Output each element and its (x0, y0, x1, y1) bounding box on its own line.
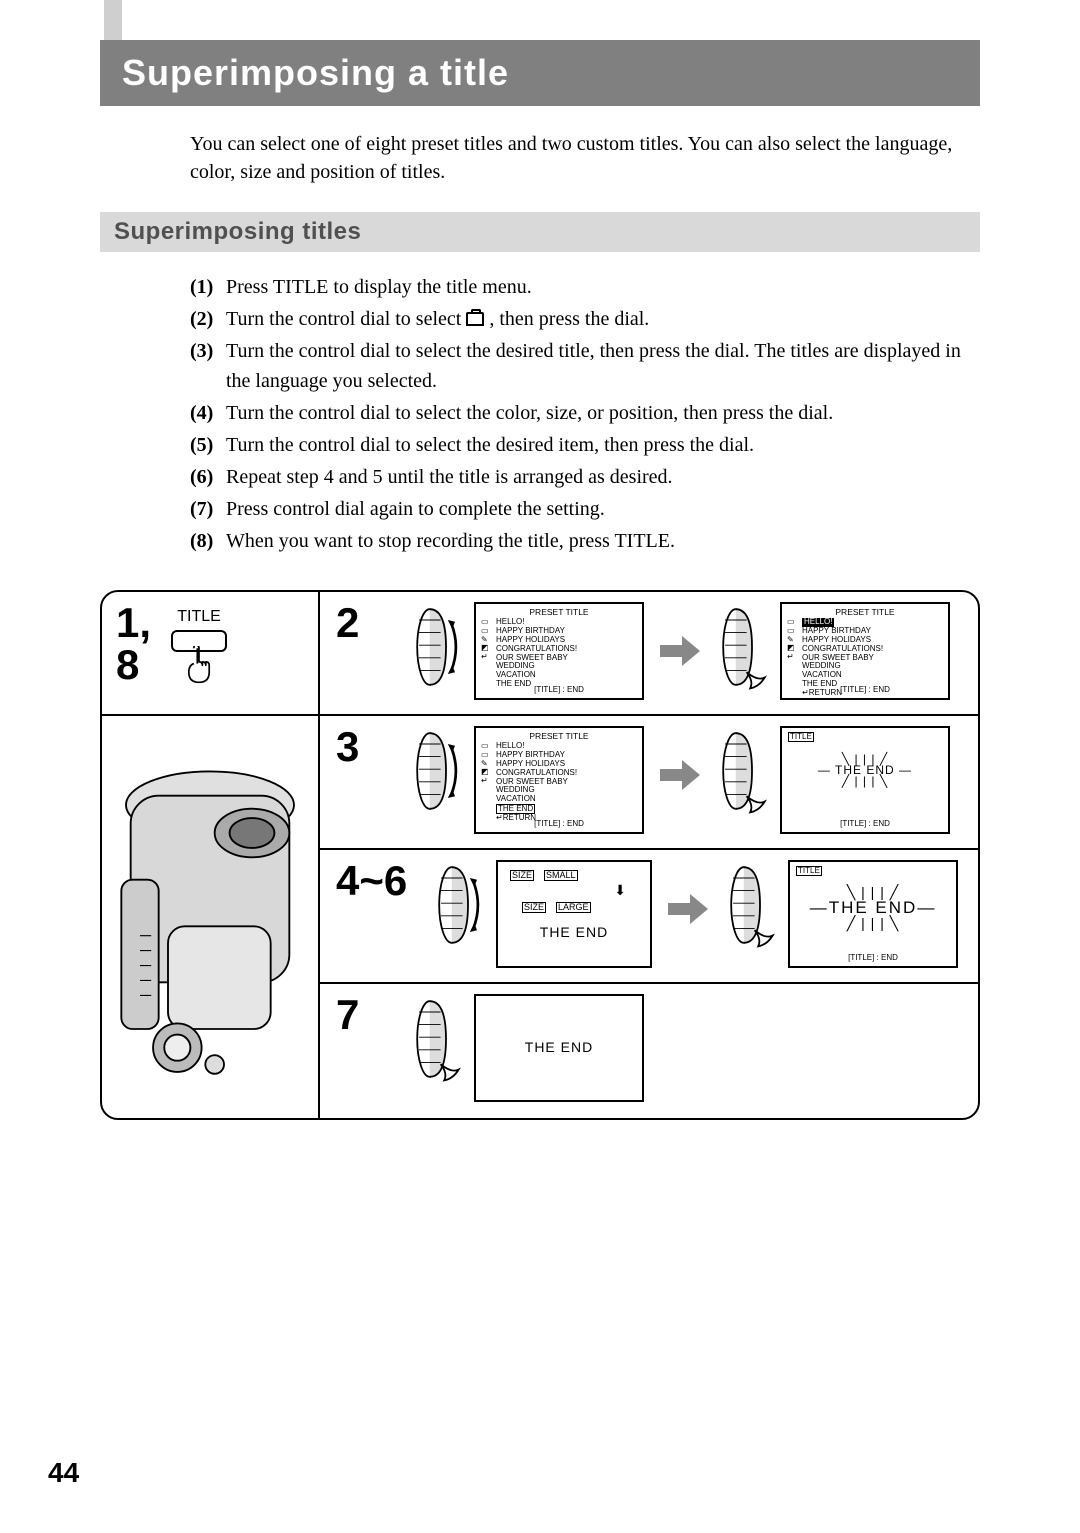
dial-turn-icon (432, 860, 486, 950)
down-arrow-icon: ⬇ (504, 883, 644, 898)
title-preview-screen: TITLE ╲ | | | ╱ — THE END — ╱ | | | ╲ [T… (780, 726, 950, 834)
sparkle-icon: ╱ | | | ╲ (796, 917, 950, 930)
arrow-icon (658, 636, 702, 666)
step-num: (2) (190, 304, 226, 334)
panel-step-4-6: 4~6 SIZE SMALL ⬇ SIZE LARGE THE END (320, 850, 978, 984)
step-text: Turn the control dial to select the colo… (226, 398, 980, 428)
menu-icons: ▭▭✎◩↵ (481, 742, 489, 786)
step-text: Press TITLE to display the title menu. (226, 272, 980, 302)
panel-step-1-8: 1, 8 TITLE (102, 592, 320, 716)
hand-press-icon (182, 646, 216, 688)
page: Superimposing a title You can select one… (0, 0, 1080, 1160)
screen-header: PRESET TITLE (482, 608, 636, 617)
title-button-graphic: TITLE (171, 608, 227, 693)
step-number: 2 (336, 602, 410, 644)
screen-footer: [TITLE] : END (782, 686, 948, 695)
screen-footer: [TITLE] : END (782, 820, 948, 829)
step-text: When you want to stop recording the titl… (226, 526, 980, 556)
screen-footer: [TITLE] : END (790, 954, 956, 963)
dial-press-icon (724, 860, 778, 950)
panel-step-3: 3 PRESET TITLE ▭▭✎◩↵ HELLO! HAPPY BIRTHD… (320, 716, 978, 850)
the-end-text: THE END (482, 1040, 636, 1055)
step-5: (5) Turn the control dial to select the … (190, 430, 980, 460)
panel-step-7: 7 THE END (320, 984, 978, 1118)
dial-press-icon (410, 994, 464, 1084)
step-4: (4) Turn the control dial to select the … (190, 398, 980, 428)
step-text: Press control dial again to complete the… (226, 494, 980, 524)
step-num: (7) (190, 494, 226, 524)
step-num: (5) (190, 430, 226, 460)
arrow-icon (658, 760, 702, 790)
panel-step-2: 2 PRESET TITLE ▭▭✎◩↵ HELLO! HAPPY BIRTHD… (320, 592, 978, 716)
title-box: TITLE (788, 732, 814, 742)
step-3: (3) Turn the control dial to select the … (190, 336, 980, 396)
page-title-bar: Superimposing a title (100, 40, 980, 106)
menu-icons: ▭▭✎◩↵ (481, 618, 489, 662)
preset-menu-screen: PRESET TITLE ▭▭✎◩↵ HELLO! HAPPY BIRTHDAY… (474, 602, 644, 700)
intro-text: You can select one of eight preset title… (100, 130, 980, 186)
title-label: TITLE (177, 608, 221, 625)
steps-list: (1) Press TITLE to display the title men… (100, 272, 980, 556)
step-num: (6) (190, 462, 226, 492)
dial-turn-icon (410, 726, 464, 816)
title-large-preview-screen: TITLE ╲ | | | ╱ —THE END— ╱ | | | ╲ [TIT… (788, 860, 958, 968)
size-screen: SIZE SMALL ⬇ SIZE LARGE THE END (496, 860, 652, 968)
step-number: 4~6 (336, 860, 432, 902)
dial-press-icon (716, 602, 770, 692)
step-number: 1, 8 (116, 602, 151, 686)
size-large-line: SIZE LARGE (522, 902, 644, 913)
title-box: TITLE (796, 866, 822, 876)
camcorder-icon (112, 727, 308, 1107)
step-num: (3) (190, 336, 226, 396)
dial-turn-icon (410, 602, 464, 692)
size-small-line: SIZE SMALL (510, 870, 644, 881)
instruction-diagram: 1, 8 TITLE (100, 590, 980, 1120)
screen-header: PRESET TITLE (788, 608, 942, 617)
step-text: Turn the control dial to select the desi… (226, 336, 980, 396)
step-7: (7) Press control dial again to complete… (190, 494, 980, 524)
button-shape (171, 630, 227, 652)
step-num: (4) (190, 398, 226, 428)
step-text: Turn the control dial to select the desi… (226, 430, 980, 460)
step-num: (8) (190, 526, 226, 556)
dial-press-icon (716, 726, 770, 816)
sparkle-icon: ╱ | | | ╲ (788, 776, 942, 787)
screen-footer: [TITLE] : END (476, 686, 642, 695)
screen-header: PRESET TITLE (482, 732, 636, 741)
page-title: Superimposing a title (122, 52, 509, 93)
step-8: (8) When you want to stop recording the … (190, 526, 980, 556)
step-2: (2) Turn the control dial to select , th… (190, 304, 980, 334)
step-text: Repeat step 4 and 5 until the title is a… (226, 462, 980, 492)
preset-list: HELLO! HAPPY BIRTHDAY HAPPY HOLIDAYS CON… (482, 618, 636, 688)
the-end-text: THE END (504, 925, 644, 940)
camcorder-illustration (102, 716, 320, 1118)
section-heading: Superimposing titles (100, 212, 980, 252)
preset-menu-selected-screen: PRESET TITLE ▭▭✎◩↵ HELLO! HAPPY BIRTHDAY… (780, 602, 950, 700)
step-6: (6) Repeat step 4 and 5 until the title … (190, 462, 980, 492)
menu-icons: ▭▭✎◩↵ (787, 618, 795, 662)
page-number: 44 (48, 1457, 79, 1489)
arrow-icon (666, 894, 710, 924)
final-screen: THE END (474, 994, 644, 1102)
preset-menu-end-screen: PRESET TITLE ▭▭✎◩↵ HELLO! HAPPY BIRTHDAY… (474, 726, 644, 834)
step-number: 3 (336, 726, 410, 768)
folder-icon (466, 312, 484, 326)
preset-list: HELLO! HAPPY BIRTHDAY HAPPY HOLIDAYS CON… (482, 742, 636, 822)
step-num: (1) (190, 272, 226, 302)
page-tab (104, 0, 122, 40)
step-number: 7 (336, 994, 410, 1036)
step-text: Turn the control dial to select , then p… (226, 304, 980, 334)
step-1: (1) Press TITLE to display the title men… (190, 272, 980, 302)
screen-footer: [TITLE] : END (476, 820, 642, 829)
